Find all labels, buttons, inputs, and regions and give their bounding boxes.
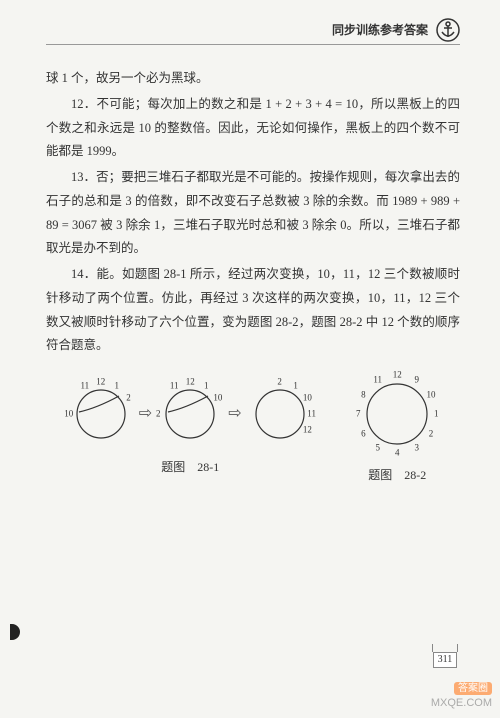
clock-number: 12: [303, 421, 312, 438]
clock-number: 5: [375, 439, 380, 456]
page-edge-tab: [10, 624, 20, 640]
clock-number: 10: [64, 405, 73, 422]
paragraph-2: 13．否；要把三堆石子都取光是不可能的。按操作规则，每次拿出去的石子的总和是 3…: [46, 166, 460, 261]
figure-2-caption: 题图 28-2: [368, 464, 426, 487]
clock-number: 1: [115, 378, 120, 395]
clock-number: 2: [126, 389, 131, 406]
clock-number: 12: [393, 366, 402, 383]
clock-number: 10: [426, 386, 435, 403]
clock-number: 3: [414, 439, 419, 456]
clock-number: 1: [293, 378, 298, 395]
clock-number: 2: [429, 425, 434, 442]
figures-row: 12121011⇨ 12110211⇨ 21101112 题图 28-1 129…: [46, 372, 460, 487]
figure-28-1: 12121011⇨ 12110211⇨ 21101112 题图 28-1: [67, 380, 314, 479]
clock-number: 11: [373, 372, 382, 389]
clock-circle: 12121011: [67, 380, 135, 448]
figure-1-caption: 题图 28-1: [161, 456, 219, 479]
figure-28-2: 129101234567811 题图 28-2: [355, 372, 439, 487]
clock-number: 11: [80, 378, 89, 395]
clock-number: 8: [361, 386, 366, 403]
clock-number: 1: [204, 378, 209, 395]
arrow-right-icon: ⇨: [139, 399, 152, 429]
clock-number: 10: [213, 389, 222, 406]
arrow-right-icon: ⇨: [228, 399, 241, 429]
clock-circle: 21101112: [246, 380, 314, 448]
clock-circle-large: 129101234567811: [355, 372, 439, 456]
clock-number: 12: [96, 373, 105, 390]
clock-number: 7: [356, 405, 361, 422]
watermark: 答案圈 MXQE.COM: [431, 681, 492, 710]
header-title: 同步训练参考答案: [332, 19, 428, 42]
watermark-tag: 答案圈: [454, 682, 492, 695]
clock-number: 2: [156, 405, 161, 422]
watermark-url: MXQE.COM: [431, 697, 492, 709]
clock-number: 12: [186, 373, 195, 390]
paragraph-1: 12．不可能；每次加上的数之和是 1 + 2 + 3 + 4 = 10，所以黑板…: [46, 93, 460, 164]
clock-number: 2: [277, 373, 282, 390]
clock-number: 4: [395, 444, 400, 461]
clock-number: 11: [307, 405, 316, 422]
clock-circle: 12110211: [156, 380, 224, 448]
clock-number: 1: [434, 405, 439, 422]
anchor-logo-icon: [436, 18, 460, 42]
clock-number: 9: [414, 372, 419, 389]
paragraph-3: 14．能。如题图 28-1 所示，经过两次变换，10，11，12 三个数被顺时针…: [46, 263, 460, 358]
page-header: 同步训练参考答案: [46, 18, 460, 45]
page-number: 311: [433, 652, 458, 668]
clock-number: 6: [361, 425, 366, 442]
clock-number: 10: [303, 389, 312, 406]
paragraph-0: 球 1 个，故另一个必为黑球。: [46, 67, 460, 91]
clock-number: 11: [170, 378, 179, 395]
page-number-badge: 311: [432, 644, 458, 668]
